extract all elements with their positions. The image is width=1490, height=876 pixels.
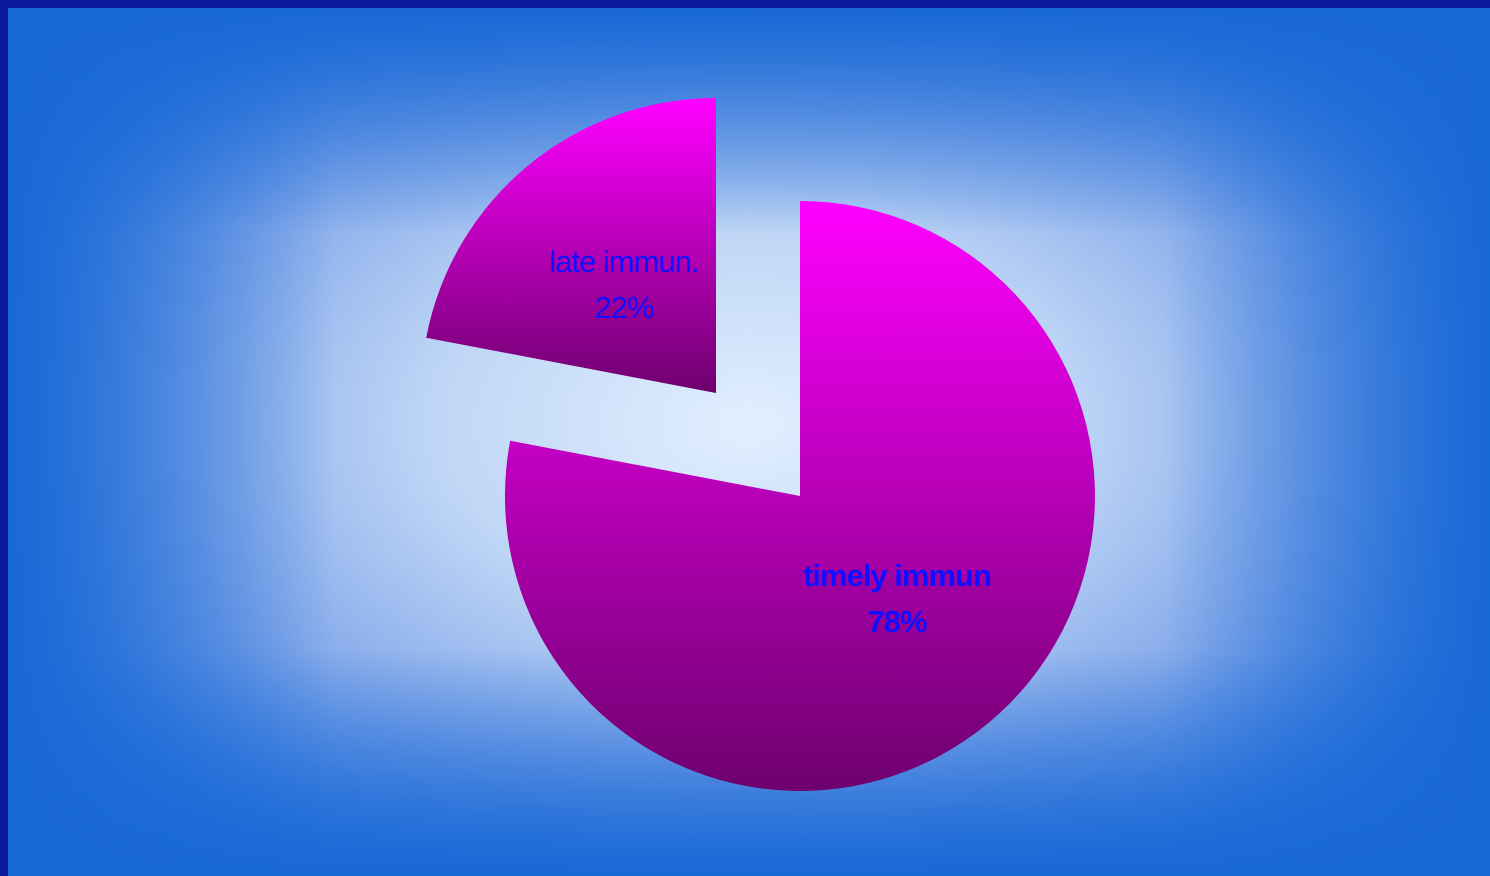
pie-chart: timely immun 78% late immun. 22% <box>426 98 1095 792</box>
slice-late-label: late immun. 22% <box>549 244 698 325</box>
slice-timely <box>504 201 1095 792</box>
slice-timely-percent: 78% <box>867 604 926 639</box>
slice-late <box>426 98 716 393</box>
chart-background: timely immun 78% late immun. 22% <box>8 8 1490 876</box>
slice-late-percent: 22% <box>594 290 653 325</box>
slice-timely-category: timely immun <box>803 558 991 593</box>
slice-timely-label: timely immun 78% <box>803 558 991 639</box>
slice-late-category: late immun. <box>549 244 698 279</box>
